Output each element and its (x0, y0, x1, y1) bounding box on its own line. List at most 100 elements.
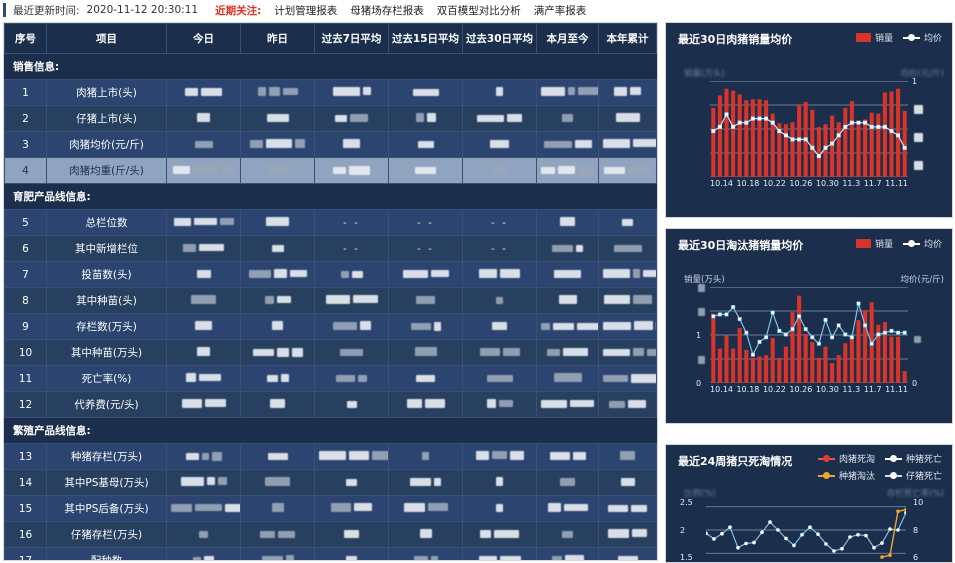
table-cell[interactable] (240, 547, 315, 560)
table-cell[interactable] (240, 261, 315, 288)
table-row[interactable]: 6 其中新增栏位 - - - - - - (4, 235, 657, 262)
table-cell[interactable] (462, 443, 537, 470)
table-cell[interactable] (536, 105, 599, 132)
table-cell[interactable] (598, 79, 657, 106)
table-cell[interactable] (598, 339, 657, 366)
table-cell[interactable] (536, 365, 599, 392)
table-cell[interactable] (598, 131, 657, 158)
table-cell[interactable] (388, 469, 463, 496)
table-cell[interactable] (240, 443, 315, 470)
table-cell[interactable] (166, 547, 241, 560)
table-cell[interactable] (314, 339, 389, 366)
table-row[interactable]: 13 种猪存栏(万头) (4, 443, 657, 470)
link-full-capacity-rate-report[interactable]: 满产率报表 (533, 4, 587, 17)
table-row[interactable]: 5 总栏位数 - - - - - - (4, 209, 657, 236)
table-cell[interactable] (462, 287, 537, 314)
legend-item-avg-price-2[interactable]: 均价 (902, 237, 942, 250)
table-cell[interactable] (240, 495, 315, 522)
table-cell[interactable] (314, 313, 389, 340)
table-cell[interactable] (388, 391, 463, 418)
table-row[interactable]: 9 存栏数(万头) (4, 313, 657, 340)
chart1-plot-area[interactable] (710, 81, 908, 177)
link-plan-management-report[interactable]: 计划管理报表 (274, 4, 338, 17)
table-cell[interactable] (462, 339, 537, 366)
table-cell[interactable] (388, 443, 463, 470)
table-cell[interactable] (166, 521, 241, 548)
table-cell[interactable] (462, 521, 537, 548)
table-row[interactable]: 3 肉猪均价(元/斤) (4, 131, 657, 158)
table-cell[interactable] (388, 339, 463, 366)
table-cell[interactable] (598, 547, 657, 560)
table-cell[interactable] (166, 235, 241, 262)
table-cell[interactable] (240, 209, 315, 236)
table-cell[interactable] (598, 235, 657, 262)
table-cell[interactable] (388, 261, 463, 288)
table-cell[interactable] (598, 313, 657, 340)
table-cell[interactable] (598, 157, 657, 184)
table-cell[interactable] (598, 365, 657, 392)
table-row[interactable]: 15 其中PS后备(万头) (4, 495, 657, 522)
chart-card-pig-mortality[interactable]: 最近24周猪只死淘情况 肉猪死淘 种猪死亡 种猪淘汰 (665, 444, 953, 563)
metrics-table-panel[interactable]: 序号 项目 今日 昨日 过去7日平均 过去15日平均 过去30日平均 本月至今 … (3, 22, 658, 561)
table-cell[interactable] (388, 495, 463, 522)
table-cell[interactable] (388, 157, 463, 184)
table-cell[interactable] (388, 105, 463, 132)
table-cell[interactable] (240, 235, 315, 262)
table-cell[interactable] (462, 495, 537, 522)
table-cell[interactable] (536, 339, 599, 366)
table-cell[interactable] (240, 313, 315, 340)
table-cell[interactable] (240, 391, 315, 418)
table-cell[interactable] (240, 79, 315, 106)
table-cell[interactable] (598, 495, 657, 522)
table-cell[interactable] (166, 443, 241, 470)
table-cell[interactable] (166, 365, 241, 392)
table-cell[interactable] (598, 443, 657, 470)
table-cell[interactable] (536, 521, 599, 548)
chart-card-fattening-pig-sales[interactable]: 最近30日肉猪销量均价 销量 均价 销量(万头) 均价(元/斤) 10.14 10… (665, 22, 953, 218)
table-cell[interactable] (166, 339, 241, 366)
table-cell[interactable] (536, 235, 599, 262)
legend-item-fattening-mortality[interactable]: 肉猪死淘 (817, 452, 875, 465)
table-cell[interactable] (598, 105, 657, 132)
table-cell[interactable]: - - (388, 209, 463, 236)
table-cell[interactable] (314, 469, 389, 496)
table-cell[interactable] (462, 105, 537, 132)
table-cell[interactable] (462, 131, 537, 158)
table-row[interactable]: 2 仔猪上市(头) (4, 105, 657, 132)
table-cell[interactable] (166, 131, 241, 158)
table-row[interactable]: 11 死亡率(%) (4, 365, 657, 392)
table-cell[interactable] (388, 79, 463, 106)
table-cell[interactable] (240, 365, 315, 392)
table-cell[interactable] (166, 313, 241, 340)
table-cell[interactable] (536, 391, 599, 418)
table-cell[interactable] (462, 365, 537, 392)
table-cell[interactable] (536, 261, 599, 288)
link-double-hundred-model-analysis[interactable]: 双百模型对比分析 (436, 4, 521, 17)
table-cell[interactable] (314, 443, 389, 470)
table-cell[interactable] (462, 391, 537, 418)
table-cell[interactable] (166, 391, 241, 418)
table-cell[interactable] (536, 287, 599, 314)
table-cell[interactable] (388, 313, 463, 340)
table-cell[interactable] (536, 209, 599, 236)
table-cell[interactable] (536, 131, 599, 158)
chart-card-cull-pig-sales[interactable]: 最近30日淘汰猪销量均价 销量 均价 销量(万头) 均价(元/斤) 10.14 1… (665, 228, 953, 424)
table-cell[interactable] (314, 157, 389, 184)
table-row[interactable]: 17 配种数 (4, 547, 657, 560)
legend-item-sales-volume-2[interactable]: 销量 (855, 237, 893, 250)
table-cell[interactable] (314, 105, 389, 132)
table-cell[interactable] (388, 131, 463, 158)
table-cell[interactable] (240, 469, 315, 496)
table-cell[interactable] (240, 339, 315, 366)
legend-item-breeder-cull[interactable]: 种猪淘汰 (817, 469, 875, 482)
table-cell[interactable] (166, 105, 241, 132)
table-row[interactable]: 8 其中种苗(头) (4, 287, 657, 314)
table-cell[interactable] (314, 131, 389, 158)
table-cell[interactable] (314, 287, 389, 314)
table-cell[interactable] (240, 157, 315, 184)
table-row[interactable]: 4 肉猪均重(斤/头) (4, 157, 657, 184)
table-cell[interactable] (240, 131, 315, 158)
table-row[interactable]: 16 仔猪存栏(万头) (4, 521, 657, 548)
table-cell[interactable] (388, 521, 463, 548)
table-cell[interactable] (462, 157, 537, 184)
